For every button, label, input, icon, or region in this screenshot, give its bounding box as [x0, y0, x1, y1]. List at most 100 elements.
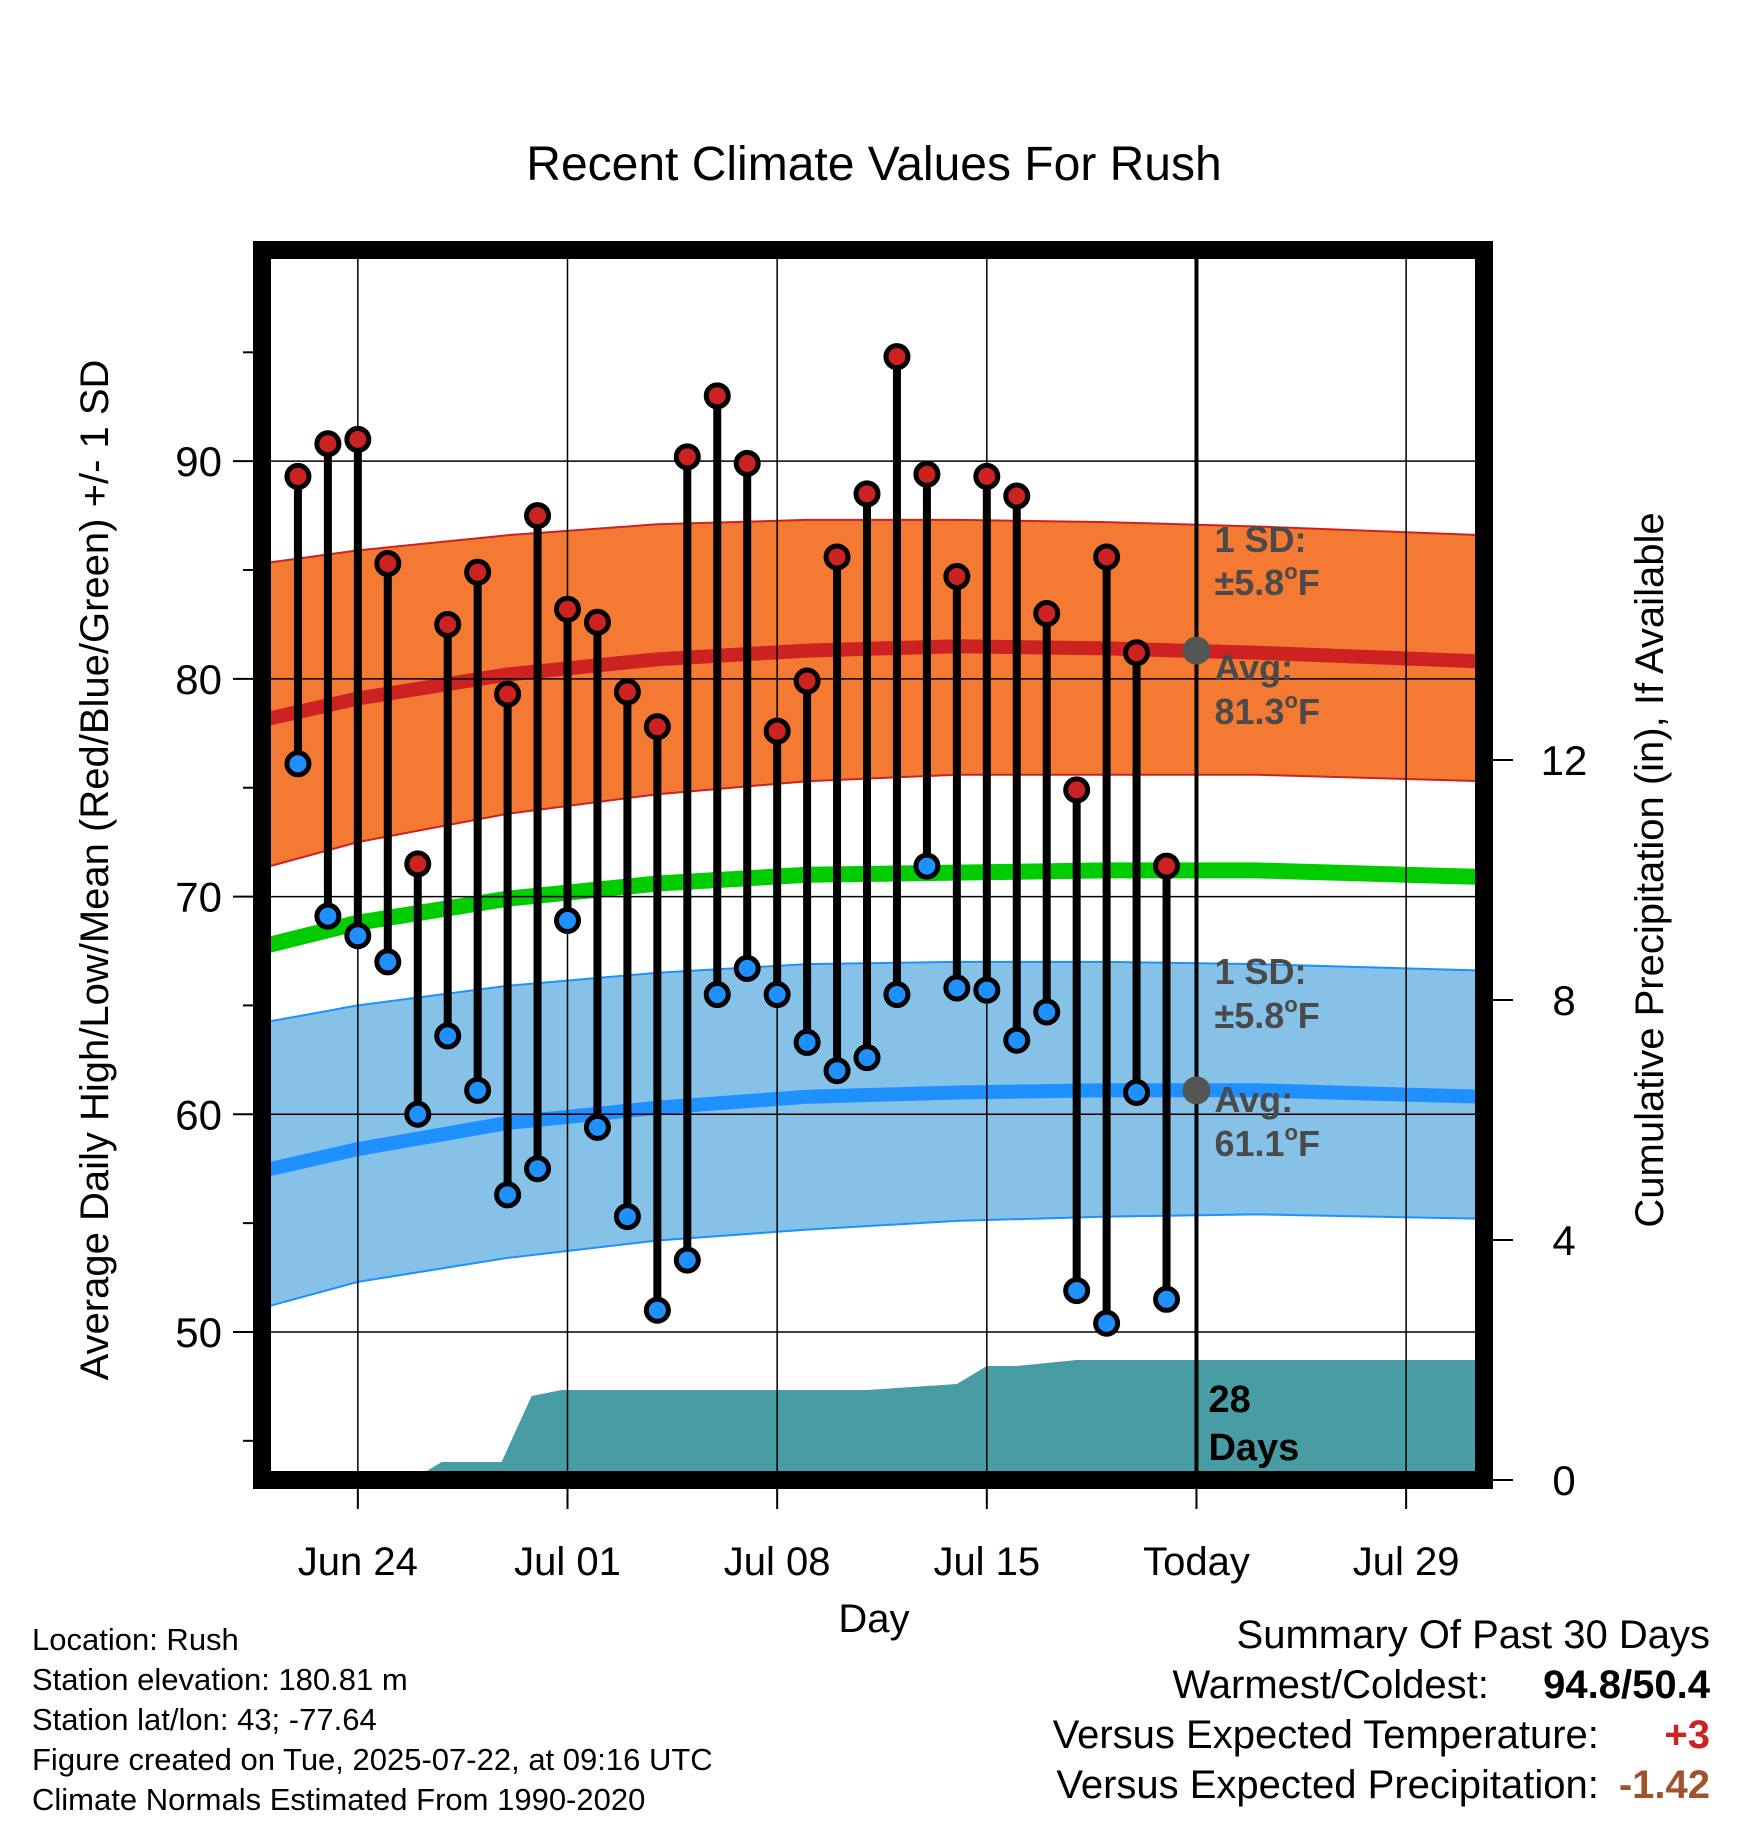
x-tick-label: Jun 24: [298, 1540, 418, 1584]
low-sd-value-unit: F: [1298, 995, 1320, 1036]
x-tick-label: Today: [1143, 1540, 1250, 1584]
y2-axis-label: Cumulative Precipitation (in), If Availa…: [1628, 512, 1672, 1227]
daily-low-point: [374, 948, 402, 976]
daily-high-point: [1003, 482, 1031, 510]
daily-low-point: [464, 1076, 492, 1104]
temp-row: Versus Expected Temperature: +3: [1053, 1710, 1710, 1760]
daily-high-point: [464, 558, 492, 586]
daily-high-point: [284, 462, 312, 490]
high-sd-value-degree: o: [1284, 559, 1297, 584]
daily-high-point: [913, 460, 941, 488]
daily-high-point: [583, 608, 611, 636]
daily-high-point: [1093, 543, 1121, 571]
daily-low-point: [613, 1203, 641, 1231]
daily-high-point: [853, 480, 881, 508]
y-axis-label: Average Daily High/Low/Mean (Red/Blue/Gr…: [73, 360, 117, 1381]
high-avg-value-number: 81.3: [1214, 691, 1284, 732]
low-avg-value: 61.1oF: [1214, 1120, 1320, 1164]
daily-low-point: [763, 981, 791, 1009]
summary-title: Summary Of Past 30 Days: [1236, 1613, 1710, 1657]
daily-high-point: [434, 610, 462, 638]
high-avg-value: 81.3oF: [1214, 688, 1320, 732]
low-avg-value-unit: F: [1298, 1123, 1320, 1164]
daily-low-point: [1003, 1026, 1031, 1054]
location-text: Location: Rush: [32, 1622, 239, 1657]
created-text: Figure created on Tue, 2025-07-22, at 09…: [32, 1742, 713, 1777]
daily-high-point: [1063, 776, 1091, 804]
daily-low-point: [973, 976, 1001, 1004]
daily-high-point: [404, 850, 432, 878]
daily-low-point: [943, 974, 971, 1002]
daily-low-point: [494, 1181, 522, 1209]
daily-low-point: [524, 1155, 552, 1183]
high-sd-value-number: ±5.8: [1214, 562, 1284, 603]
low-avg-value-number: 61.1: [1214, 1123, 1284, 1164]
daily-high-point: [763, 717, 791, 745]
daily-low-point: [1123, 1078, 1151, 1106]
days-count-label: 28: [1208, 1379, 1250, 1421]
low-avg-value-degree: o: [1285, 1120, 1298, 1145]
x-tick-label: Jul 01: [514, 1540, 621, 1584]
high-sd-value: ±5.8oF: [1214, 559, 1319, 603]
plot-frame: [253, 241, 1493, 1489]
daily-low-point: [913, 852, 941, 880]
daily-high-point: [973, 462, 1001, 490]
daily-low-point: [733, 954, 761, 982]
daily-low-point: [1093, 1309, 1121, 1337]
high-avg-heading: Avg:: [1214, 647, 1293, 688]
daily-low-point: [703, 981, 731, 1009]
warmest-coldest-value: 94.8/50.4: [1543, 1663, 1710, 1707]
days-word-label: Days: [1208, 1427, 1299, 1469]
precip-row: Versus Expected Precipitation: -1.42: [1053, 1760, 1710, 1810]
daily-low-point: [1153, 1285, 1181, 1313]
y-tick-label: 80: [175, 656, 222, 703]
low-sd-heading: 1 SD:: [1214, 951, 1306, 992]
low-sd-value: ±5.8oF: [1214, 992, 1319, 1036]
daily-low-point: [1033, 998, 1061, 1026]
precip-area: [262, 1360, 1484, 1480]
daily-low-point: [314, 902, 342, 930]
y-tick-label: 90: [175, 438, 222, 485]
chart-title: Recent Climate Values For Rush: [526, 138, 1221, 191]
today-high-avg-marker: [1182, 636, 1211, 665]
temp-value: +3: [1664, 1713, 1710, 1757]
daily-high-point: [613, 678, 641, 706]
today-low-avg-marker: [1182, 1076, 1211, 1105]
daily-high-point: [1123, 639, 1151, 667]
y2-tick-label: 4: [1552, 1217, 1575, 1264]
daily-low-point: [853, 1044, 881, 1072]
temp-label: Versus Expected Temperature:: [1052, 1713, 1599, 1757]
daily-high-point: [643, 713, 671, 741]
axes-layer: 50 60 70 80 90 0 4 8 12 Jun 24 Jul 01 Jul 08 Jul 15 T…: [175, 351, 1587, 1584]
y-tick-label: 50: [175, 1309, 222, 1356]
y-tick-label: 70: [175, 874, 222, 921]
daily-low-point: [284, 750, 312, 778]
daily-low-point: [344, 922, 372, 950]
elevation-text: Station elevation: 180.81 m: [32, 1662, 408, 1697]
precip-label: Versus Expected Precipitation:: [1056, 1763, 1599, 1807]
low-avg-heading: Avg:: [1214, 1079, 1293, 1120]
daily-high-point: [1033, 600, 1061, 628]
x-axis-label: Day: [838, 1597, 909, 1641]
daily-high-point: [554, 595, 581, 623]
summary-panel: Summary Of Past 30 Days Warmest/Coldest:…: [1053, 1610, 1710, 1810]
low-sd-value-degree: o: [1284, 992, 1297, 1017]
daily-high-point: [494, 680, 522, 708]
daily-low-point: [583, 1113, 611, 1141]
low-sd-value-number: ±5.8: [1214, 995, 1284, 1036]
high-avg-value-unit: F: [1298, 691, 1320, 732]
x-tick-label: Jul 15: [933, 1540, 1040, 1584]
daily-low-point: [793, 1028, 821, 1056]
daily-low-point: [673, 1246, 701, 1274]
daily-high-point: [344, 425, 372, 453]
daily-high-point: [703, 382, 731, 410]
latlon-text: Station lat/lon: 43; -77.64: [32, 1702, 377, 1737]
daily-high-point: [943, 563, 971, 591]
warmest-coldest-row: Warmest/Coldest: 94.8/50.4: [1053, 1660, 1711, 1710]
y2-tick-label: 8: [1552, 977, 1575, 1024]
y2-tick-label: 0: [1552, 1457, 1575, 1504]
normals-text: Climate Normals Estimated From 1990-2020: [32, 1782, 646, 1817]
daily-high-point: [374, 549, 402, 577]
